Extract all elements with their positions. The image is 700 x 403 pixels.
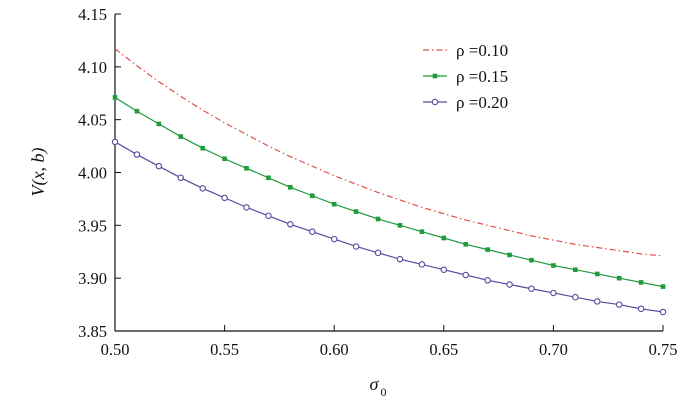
series-3-point <box>330 235 338 243</box>
legend-label-2: ρ =0.15 <box>456 67 508 86</box>
series-2-point <box>222 156 227 162</box>
y-tick-label: 3.85 <box>78 322 107 341</box>
series-line-3 <box>114 141 664 313</box>
series-2-point <box>660 284 666 289</box>
series-line-2 <box>114 96 664 288</box>
series-2-point <box>112 95 118 100</box>
series-3-point <box>287 221 294 228</box>
y-ticks: 3.85 3.90 3.95 4.00 4.05 4.10 4.15 <box>78 5 121 341</box>
y-tick-label: 4.05 <box>78 111 107 130</box>
legend-marker-2 <box>432 73 438 79</box>
series-2-point <box>309 193 315 199</box>
series-3-point <box>659 308 667 316</box>
series-2-point <box>375 216 381 222</box>
y-tick-label: 4.15 <box>78 5 107 24</box>
series-2-point <box>419 229 425 234</box>
series-2-point <box>134 108 140 114</box>
series-2-point <box>397 223 403 228</box>
series-2-point <box>441 235 447 241</box>
x-axis-title-main: σ <box>370 374 380 394</box>
series-2-point <box>288 184 293 190</box>
series-3-point <box>265 212 272 220</box>
series-3-point <box>572 293 579 301</box>
series-3-point <box>396 255 404 263</box>
y-tick-label: 4.10 <box>78 58 107 77</box>
series-3-point <box>615 301 623 308</box>
y-axis-title: V(x, b) <box>28 148 49 197</box>
y-tick-label: 3.95 <box>78 216 107 235</box>
series-3-point <box>462 271 469 279</box>
legend-label-3: ρ =0.20 <box>456 93 508 112</box>
x-tick-label: 0.70 <box>539 340 568 359</box>
y-tick-label: 3.90 <box>78 269 107 288</box>
series-2-point <box>638 280 644 285</box>
x-axis-title-subscript: 0 <box>380 385 386 399</box>
series-group <box>111 48 667 316</box>
x-tick-label: 0.75 <box>649 340 678 359</box>
legend-label-1: ρ =0.10 <box>456 41 508 60</box>
series-2-point <box>244 165 249 171</box>
series-3-point <box>133 151 141 158</box>
series-3-point <box>155 162 163 170</box>
series-2-point <box>485 247 490 252</box>
series-2-point <box>529 257 534 263</box>
series-2-point <box>178 134 184 139</box>
series-3-point <box>177 174 185 182</box>
legend-marker-3 <box>431 98 439 106</box>
series-2-point <box>551 263 556 268</box>
series-2-point <box>156 121 162 127</box>
series-3-point <box>550 289 557 297</box>
axes <box>114 14 663 332</box>
series-3-point <box>506 281 513 288</box>
series-3-point <box>593 298 601 305</box>
series-2-point <box>594 271 600 277</box>
y-tick-label: 4.00 <box>78 164 107 183</box>
series-2-point <box>331 201 337 207</box>
series-3-point <box>637 305 645 313</box>
series-2-point <box>616 275 622 281</box>
series-3-point <box>352 243 360 250</box>
x-ticks: 0.50 0.55 0.60 0.65 0.70 0.75 <box>101 325 678 359</box>
series-2-point <box>573 267 578 273</box>
series-3-point <box>243 204 250 211</box>
series-3-point <box>528 285 535 292</box>
x-tick-label: 0.55 <box>210 340 239 359</box>
x-tick-label: 0.60 <box>320 340 349 359</box>
series-3-point <box>199 185 206 192</box>
series-3-point <box>374 249 382 257</box>
series-2-point <box>266 175 271 181</box>
x-tick-label: 0.65 <box>429 340 458 359</box>
series-2-point <box>463 242 469 247</box>
series-3-point <box>418 261 426 268</box>
x-tick-label: 0.50 <box>101 340 130 359</box>
series-3-point <box>111 138 119 146</box>
series-line-1 <box>114 48 664 257</box>
series-3-point <box>221 194 228 202</box>
series-3-point <box>309 228 316 235</box>
series-3-point <box>440 266 448 273</box>
series-2-point <box>200 145 205 151</box>
series-2-point <box>507 252 512 258</box>
series-3-point <box>484 277 491 284</box>
series-2-point <box>353 209 359 214</box>
legend: ρ =0.10 ρ =0.15 ρ =0.20 <box>423 41 508 112</box>
